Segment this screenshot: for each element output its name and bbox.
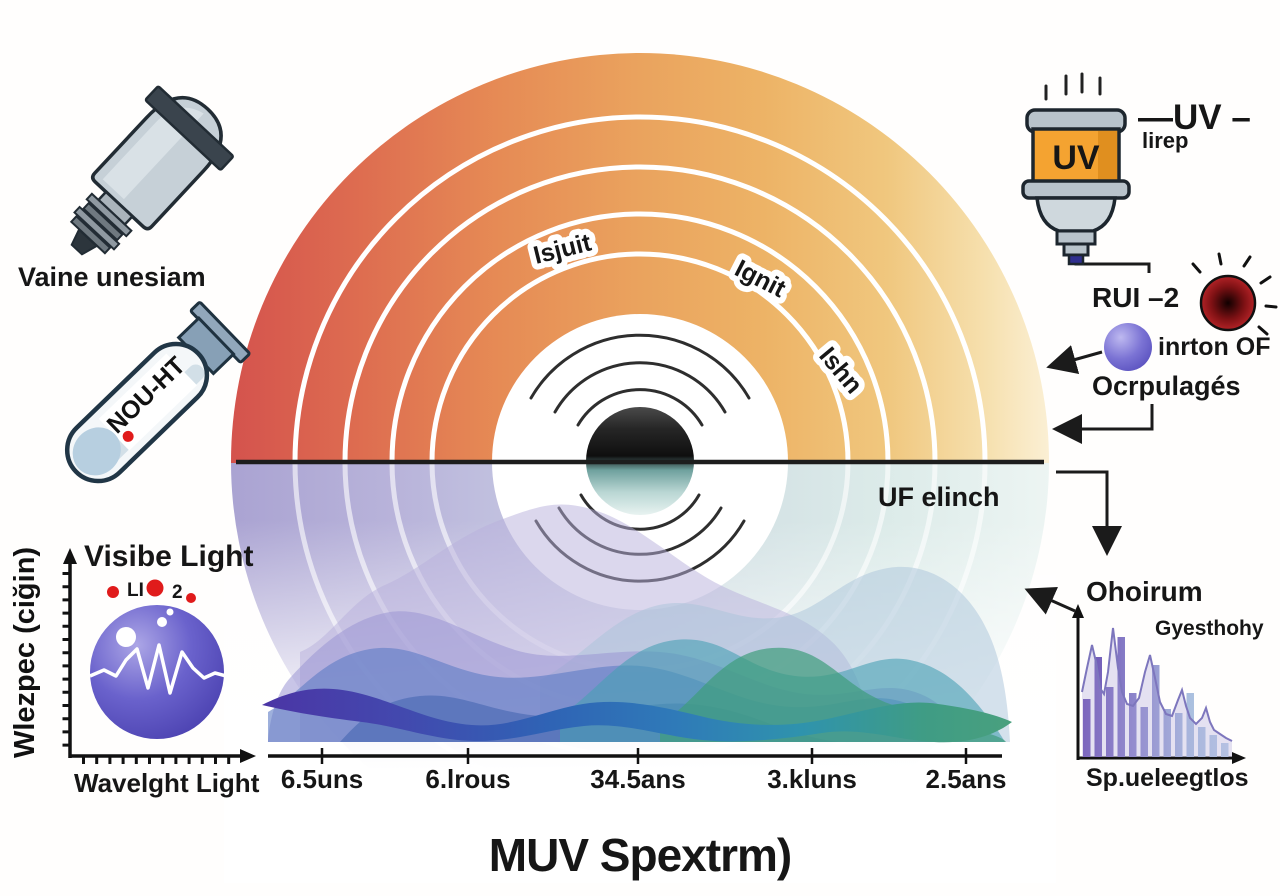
hist-bars <box>1083 637 1229 757</box>
y-axis-arrowhead <box>63 548 77 564</box>
hist-envelope-line <box>1081 627 1233 742</box>
arrow-line-to-histogram <box>1056 470 1122 556</box>
axis-tick-label-4: 3.kluns <box>767 764 857 794</box>
arrow-histogram-to-disc <box>1024 587 1076 615</box>
uv-device-wire <box>1074 254 1151 273</box>
uv-side-sublabel: lirep <box>1142 128 1189 153</box>
burst-icon <box>1191 252 1278 336</box>
uv-lamp-ticks <box>1044 72 1102 101</box>
uv-lamp-icon <box>1021 72 1131 266</box>
axis-tick-label-1: 6.5uns <box>280 764 364 794</box>
test-tube-icon: NOU-HT <box>64 301 251 484</box>
spectrum-axis <box>268 748 1002 764</box>
histogram-xlabel: Sp.ueleegtlos <box>1086 764 1249 792</box>
sphere-bubble-3 <box>166 608 174 616</box>
visible-chart-xlabel: Wavelght Light <box>74 768 260 798</box>
photon-sphere-icon <box>1104 323 1152 371</box>
red-dot-3 <box>186 593 196 603</box>
ocrpulages-label: Ocrpulagés <box>1092 371 1241 401</box>
x-axis-arrowhead <box>240 749 256 763</box>
emission-histogram <box>1072 604 1246 764</box>
uf-elinch-label: UF elinch <box>878 482 1000 512</box>
red-dot-1 <box>107 586 119 598</box>
sphere-bubble-2 <box>157 617 167 627</box>
wave-layers <box>262 504 1012 743</box>
uv-body-label: UV <box>1052 139 1100 177</box>
visible-light-chart: Wlezpec (ciğin) <box>9 547 256 764</box>
light-bulb-icon <box>69 85 234 256</box>
histogram-title: Ohoirum <box>1086 576 1203 607</box>
arrow-inton-to-disc <box>1046 345 1103 374</box>
red-dot-2 <box>146 579 164 597</box>
arrow-ocrpulages-to-disc <box>1052 404 1154 444</box>
rui-label: RUI –2 <box>1092 282 1180 313</box>
axis-tick-label-3: 34.5ans <box>590 764 686 794</box>
visible-chart-title: Visibe Light <box>84 540 254 573</box>
spectrum-ribbon <box>262 688 1012 743</box>
inton-label: inrton OF <box>1158 333 1271 361</box>
bulb-caption: Vaine unesiam <box>18 262 206 292</box>
sphere-bubble-1 <box>116 627 136 647</box>
tube-red-dot <box>122 430 134 442</box>
hist-x-arrowhead <box>1232 752 1246 764</box>
histogram-legend: Gyesthohy <box>1155 617 1264 640</box>
page-title: MUV Spextrm) <box>488 829 792 881</box>
dot-label-li: LI <box>127 580 144 601</box>
tube-label-area <box>98 353 197 451</box>
axis-tick-label-5: 2.5ans <box>925 764 1007 794</box>
visible-chart-ylabel: Wlezpec (ciğin) <box>9 547 41 758</box>
uv-side-label: —UV – <box>1138 98 1251 137</box>
axis-tick-label-2: 6.lrous <box>425 764 511 794</box>
tube-liquid <box>72 427 121 476</box>
sphere-waveform <box>89 643 225 695</box>
hist-y-arrowhead <box>1072 604 1084 618</box>
dot-label-2: 2 <box>172 582 183 603</box>
